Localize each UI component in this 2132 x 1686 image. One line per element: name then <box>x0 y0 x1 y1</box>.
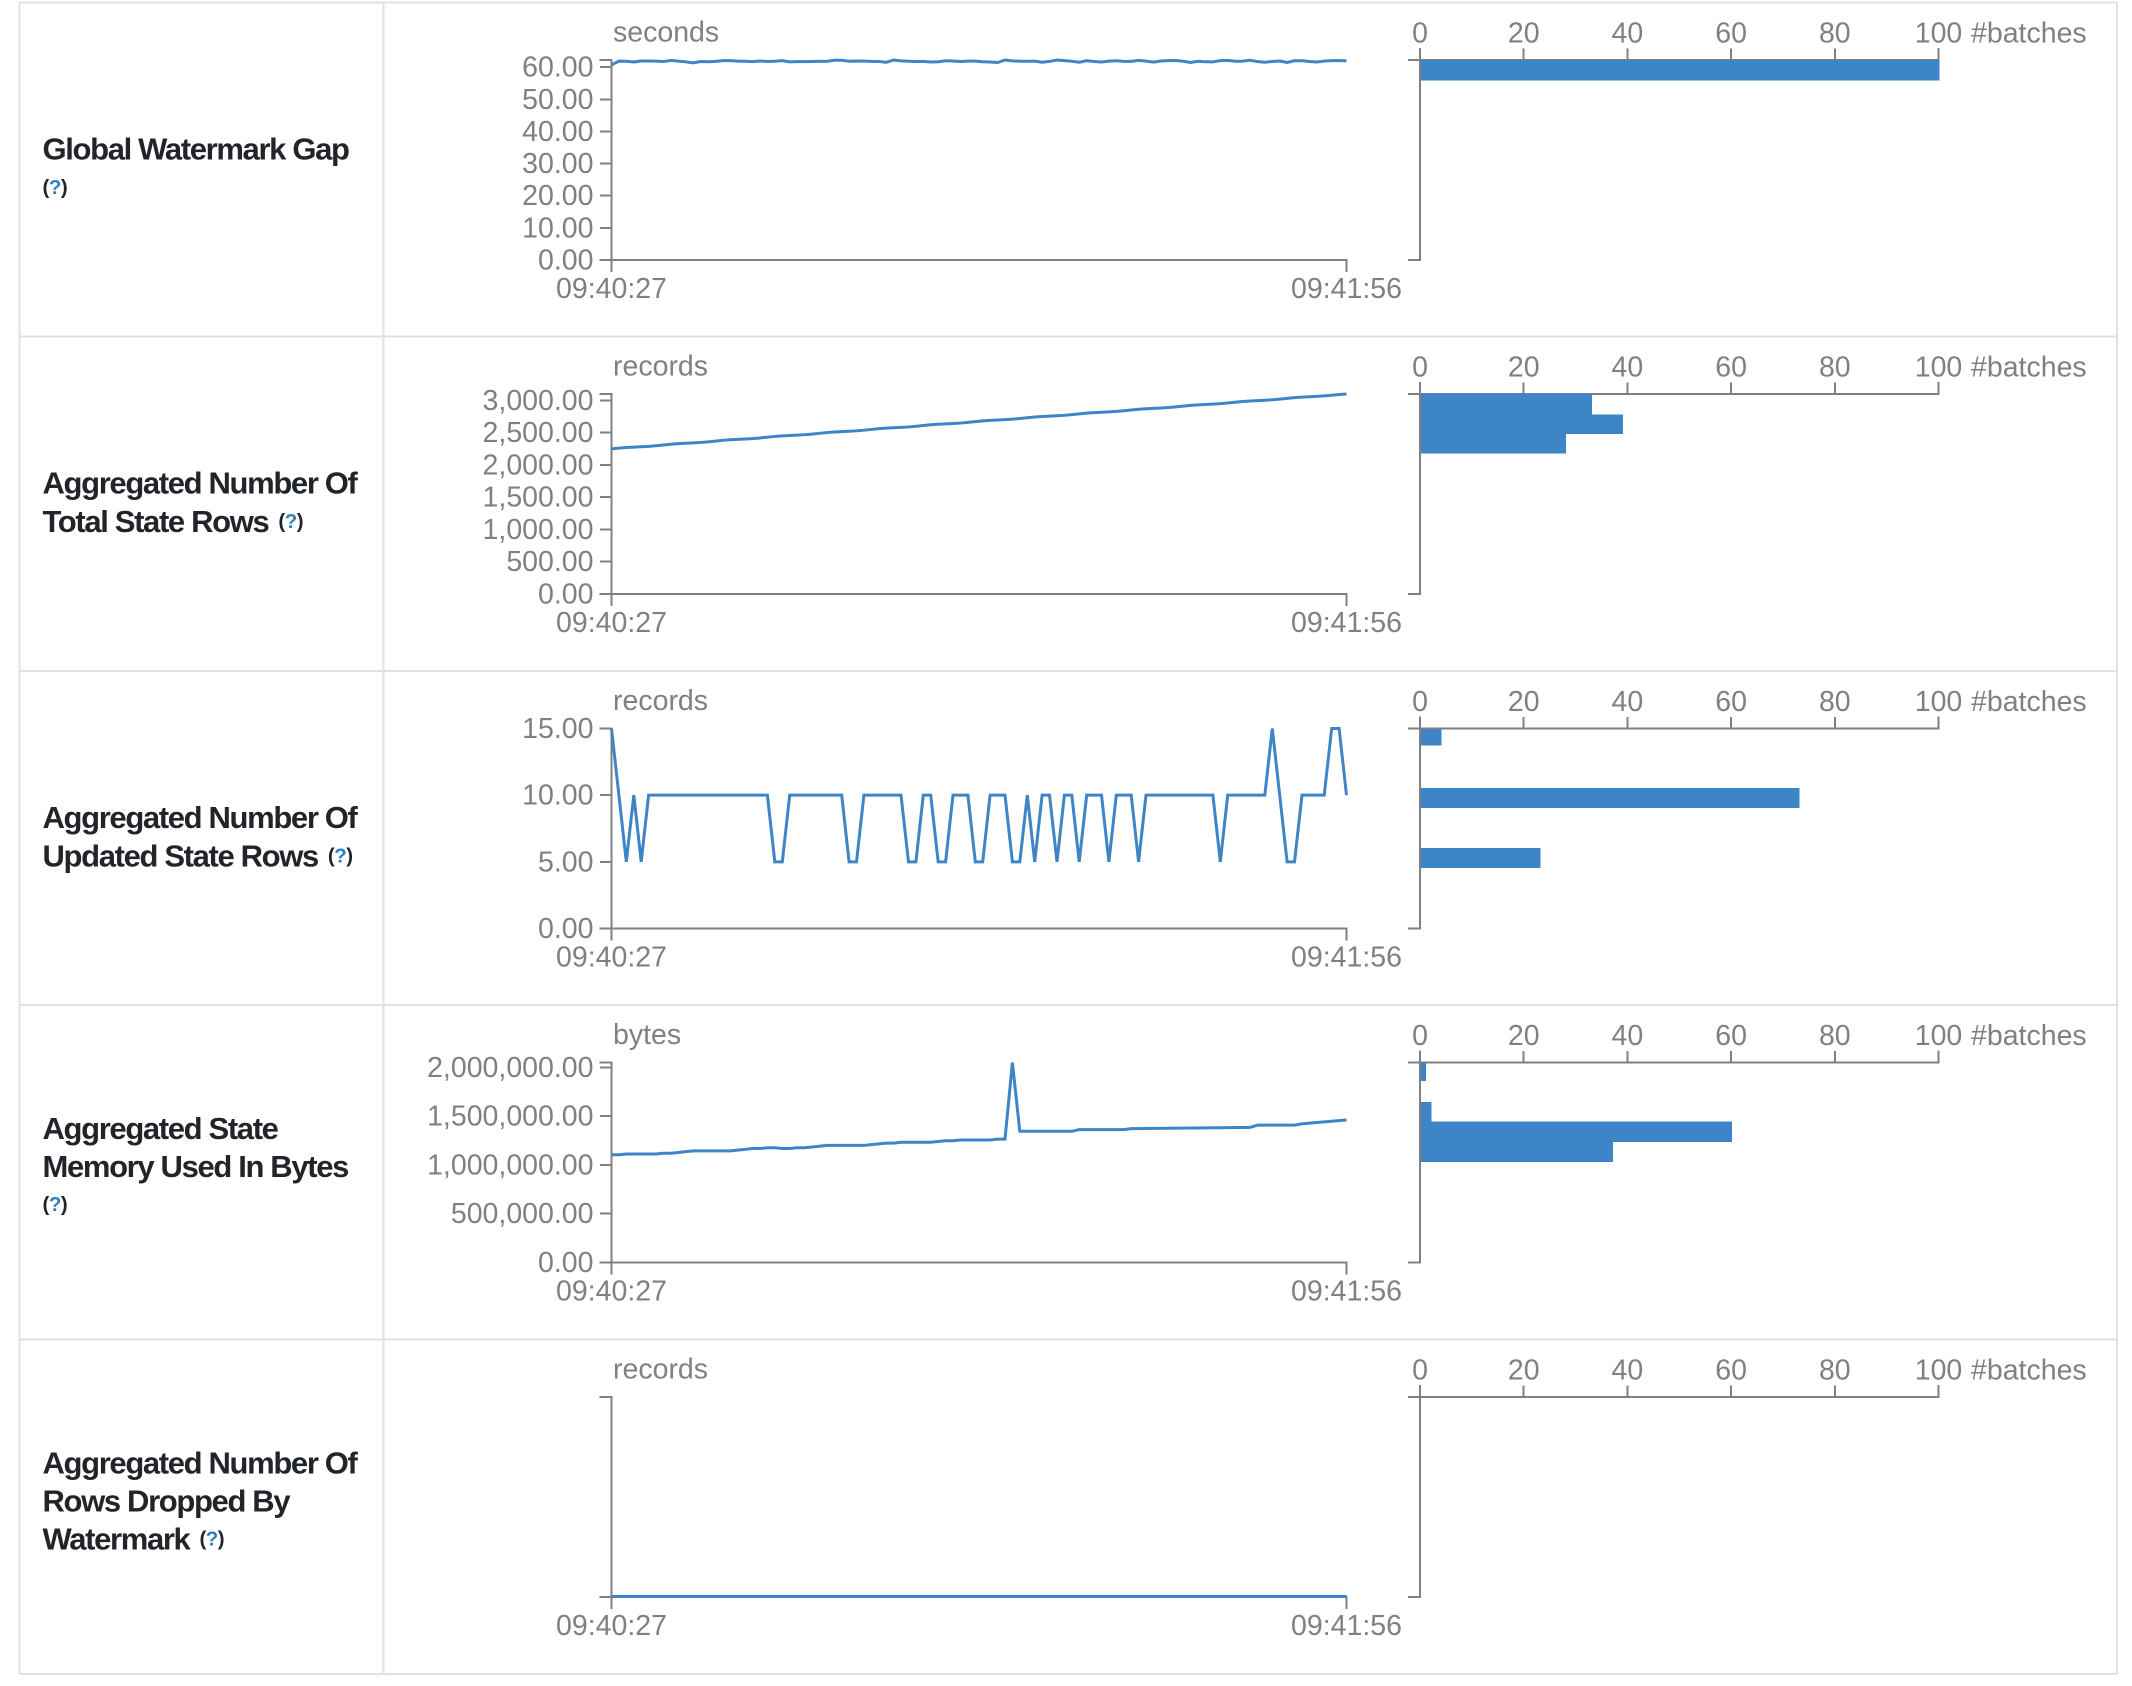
svg-text:100: 100 <box>1915 18 1963 50</box>
svg-text:Updated State Rows(?): Updated State Rows (?) <box>43 839 353 874</box>
svg-text:0: 0 <box>1412 686 1428 718</box>
svg-text:09:40:27: 09:40:27 <box>556 1610 667 1642</box>
svg-text:#batches: #batches <box>1971 686 2087 718</box>
svg-text:09:41:56: 09:41:56 <box>1291 942 1402 974</box>
svg-text:Aggregated Number Of: Aggregated Number Of <box>43 800 359 835</box>
svg-text:500.00: 500.00 <box>506 546 593 578</box>
svg-text:09:40:27: 09:40:27 <box>556 942 667 974</box>
svg-text:records: records <box>613 685 708 717</box>
svg-text:seconds: seconds <box>613 17 719 49</box>
svg-text:20: 20 <box>1508 18 1540 50</box>
svg-text:20.00: 20.00 <box>522 180 593 212</box>
svg-text:#batches: #batches <box>1971 18 2087 50</box>
svg-text:80: 80 <box>1819 352 1851 384</box>
svg-text:60: 60 <box>1715 18 1747 50</box>
svg-text:80: 80 <box>1819 686 1851 718</box>
svg-text:100: 100 <box>1915 1355 1963 1387</box>
svg-text:100: 100 <box>1915 352 1963 384</box>
svg-text:#batches: #batches <box>1971 1020 2087 1052</box>
svg-text:1,000.00: 1,000.00 <box>483 514 594 546</box>
svg-text:0: 0 <box>1412 352 1428 384</box>
svg-text:(?): (?) <box>43 1193 68 1216</box>
svg-text:10.00: 10.00 <box>522 780 593 812</box>
svg-text:10.00: 10.00 <box>522 212 593 244</box>
svg-text:2,500.00: 2,500.00 <box>483 417 594 449</box>
svg-text:20: 20 <box>1508 352 1540 384</box>
svg-text:0.00: 0.00 <box>538 1247 593 1279</box>
svg-text:Aggregated Number Of: Aggregated Number Of <box>43 466 359 501</box>
svg-text:80: 80 <box>1819 1020 1851 1052</box>
svg-text:#batches: #batches <box>1971 352 2087 384</box>
svg-text:100: 100 <box>1915 686 1963 718</box>
svg-text:09:40:27: 09:40:27 <box>556 607 667 639</box>
svg-text:records: records <box>613 351 708 383</box>
svg-text:0: 0 <box>1412 18 1428 50</box>
svg-text:40: 40 <box>1612 686 1644 718</box>
svg-text:1,500,000.00: 1,500,000.00 <box>427 1101 593 1133</box>
svg-text:40: 40 <box>1612 1355 1644 1387</box>
svg-text:500,000.00: 500,000.00 <box>451 1198 594 1230</box>
svg-text:09:41:56: 09:41:56 <box>1291 607 1402 639</box>
svg-text:0.00: 0.00 <box>538 245 593 277</box>
svg-text:#batches: #batches <box>1971 1355 2087 1387</box>
svg-text:2,000,000.00: 2,000,000.00 <box>427 1052 593 1084</box>
svg-text:0.00: 0.00 <box>538 913 593 945</box>
svg-text:0: 0 <box>1412 1020 1428 1052</box>
svg-text:Memory Used In Bytes: Memory Used In Bytes <box>43 1149 349 1184</box>
svg-text:0.00: 0.00 <box>538 579 593 611</box>
svg-text:20: 20 <box>1508 686 1540 718</box>
svg-text:Global Watermark Gap: Global Watermark Gap <box>43 132 349 167</box>
svg-text:60: 60 <box>1715 1355 1747 1387</box>
svg-text:Aggregated State: Aggregated State <box>43 1111 279 1146</box>
svg-text:(?): (?) <box>43 176 68 199</box>
svg-text:09:41:56: 09:41:56 <box>1291 1610 1402 1642</box>
svg-text:Total State Rows(?): Total State Rows (?) <box>43 504 304 539</box>
svg-text:100: 100 <box>1915 1020 1963 1052</box>
svg-text:60: 60 <box>1715 686 1747 718</box>
svg-text:80: 80 <box>1819 1355 1851 1387</box>
svg-text:Rows Dropped By: Rows Dropped By <box>43 1484 292 1519</box>
svg-text:09:40:27: 09:40:27 <box>556 1276 667 1308</box>
svg-text:50.00: 50.00 <box>522 84 593 116</box>
svg-text:1,000,000.00: 1,000,000.00 <box>427 1149 593 1181</box>
svg-text:09:41:56: 09:41:56 <box>1291 273 1402 305</box>
svg-text:60: 60 <box>1715 352 1747 384</box>
svg-text:60.00: 60.00 <box>522 52 593 84</box>
svg-text:1,500.00: 1,500.00 <box>483 482 594 514</box>
svg-text:2,000.00: 2,000.00 <box>483 449 594 481</box>
svg-text:bytes: bytes <box>613 1019 681 1051</box>
svg-text:5.00: 5.00 <box>538 846 593 878</box>
svg-text:3,000.00: 3,000.00 <box>483 385 594 417</box>
svg-text:09:40:27: 09:40:27 <box>556 273 667 305</box>
svg-text:40: 40 <box>1612 352 1644 384</box>
svg-text:40: 40 <box>1612 18 1644 50</box>
svg-text:0: 0 <box>1412 1355 1428 1387</box>
svg-text:30.00: 30.00 <box>522 148 593 180</box>
svg-text:Aggregated Number Of: Aggregated Number Of <box>43 1446 359 1481</box>
svg-text:80: 80 <box>1819 18 1851 50</box>
svg-text:09:41:56: 09:41:56 <box>1291 1276 1402 1308</box>
svg-text:20: 20 <box>1508 1355 1540 1387</box>
svg-text:records: records <box>613 1354 708 1386</box>
svg-text:40.00: 40.00 <box>522 116 593 148</box>
svg-text:60: 60 <box>1715 1020 1747 1052</box>
svg-text:15.00: 15.00 <box>522 713 593 745</box>
svg-text:40: 40 <box>1612 1020 1644 1052</box>
svg-text:20: 20 <box>1508 1020 1540 1052</box>
